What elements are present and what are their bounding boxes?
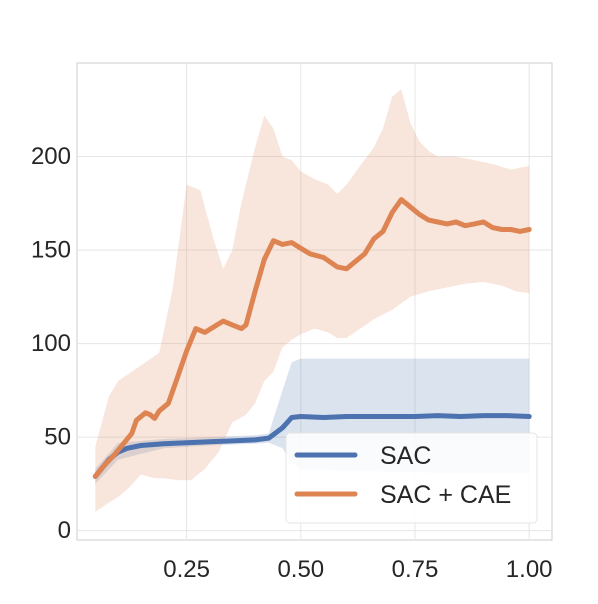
legend-label-sac: SAC [380,442,431,470]
x-tick-label-3: 1.00 [506,556,553,583]
x-tick-label-2: 0.75 [392,556,439,583]
y-tick-label-1: 50 [44,424,71,451]
x-tick-label-1: 0.50 [277,556,324,583]
y-tick-label-0: 0 [58,517,71,544]
band-sac-cae [95,89,530,512]
legend: SAC SAC + CAE [285,432,538,524]
x-axis-tick-labels: 0.25 0.50 0.75 1.00 [163,556,552,583]
line-sac-cae [92,197,532,479]
y-tick-label-2: 100 [31,330,71,357]
y-tick-label-3: 150 [31,237,71,264]
legend-label-sac-cae: SAC + CAE [380,481,511,509]
y-tick-label-4: 200 [31,143,71,170]
line-sac [92,413,532,479]
series-lines [92,197,532,479]
y-axis-tick-labels: 0 50 100 150 200 [31,143,71,544]
x-tick-label-0: 0.25 [163,556,210,583]
